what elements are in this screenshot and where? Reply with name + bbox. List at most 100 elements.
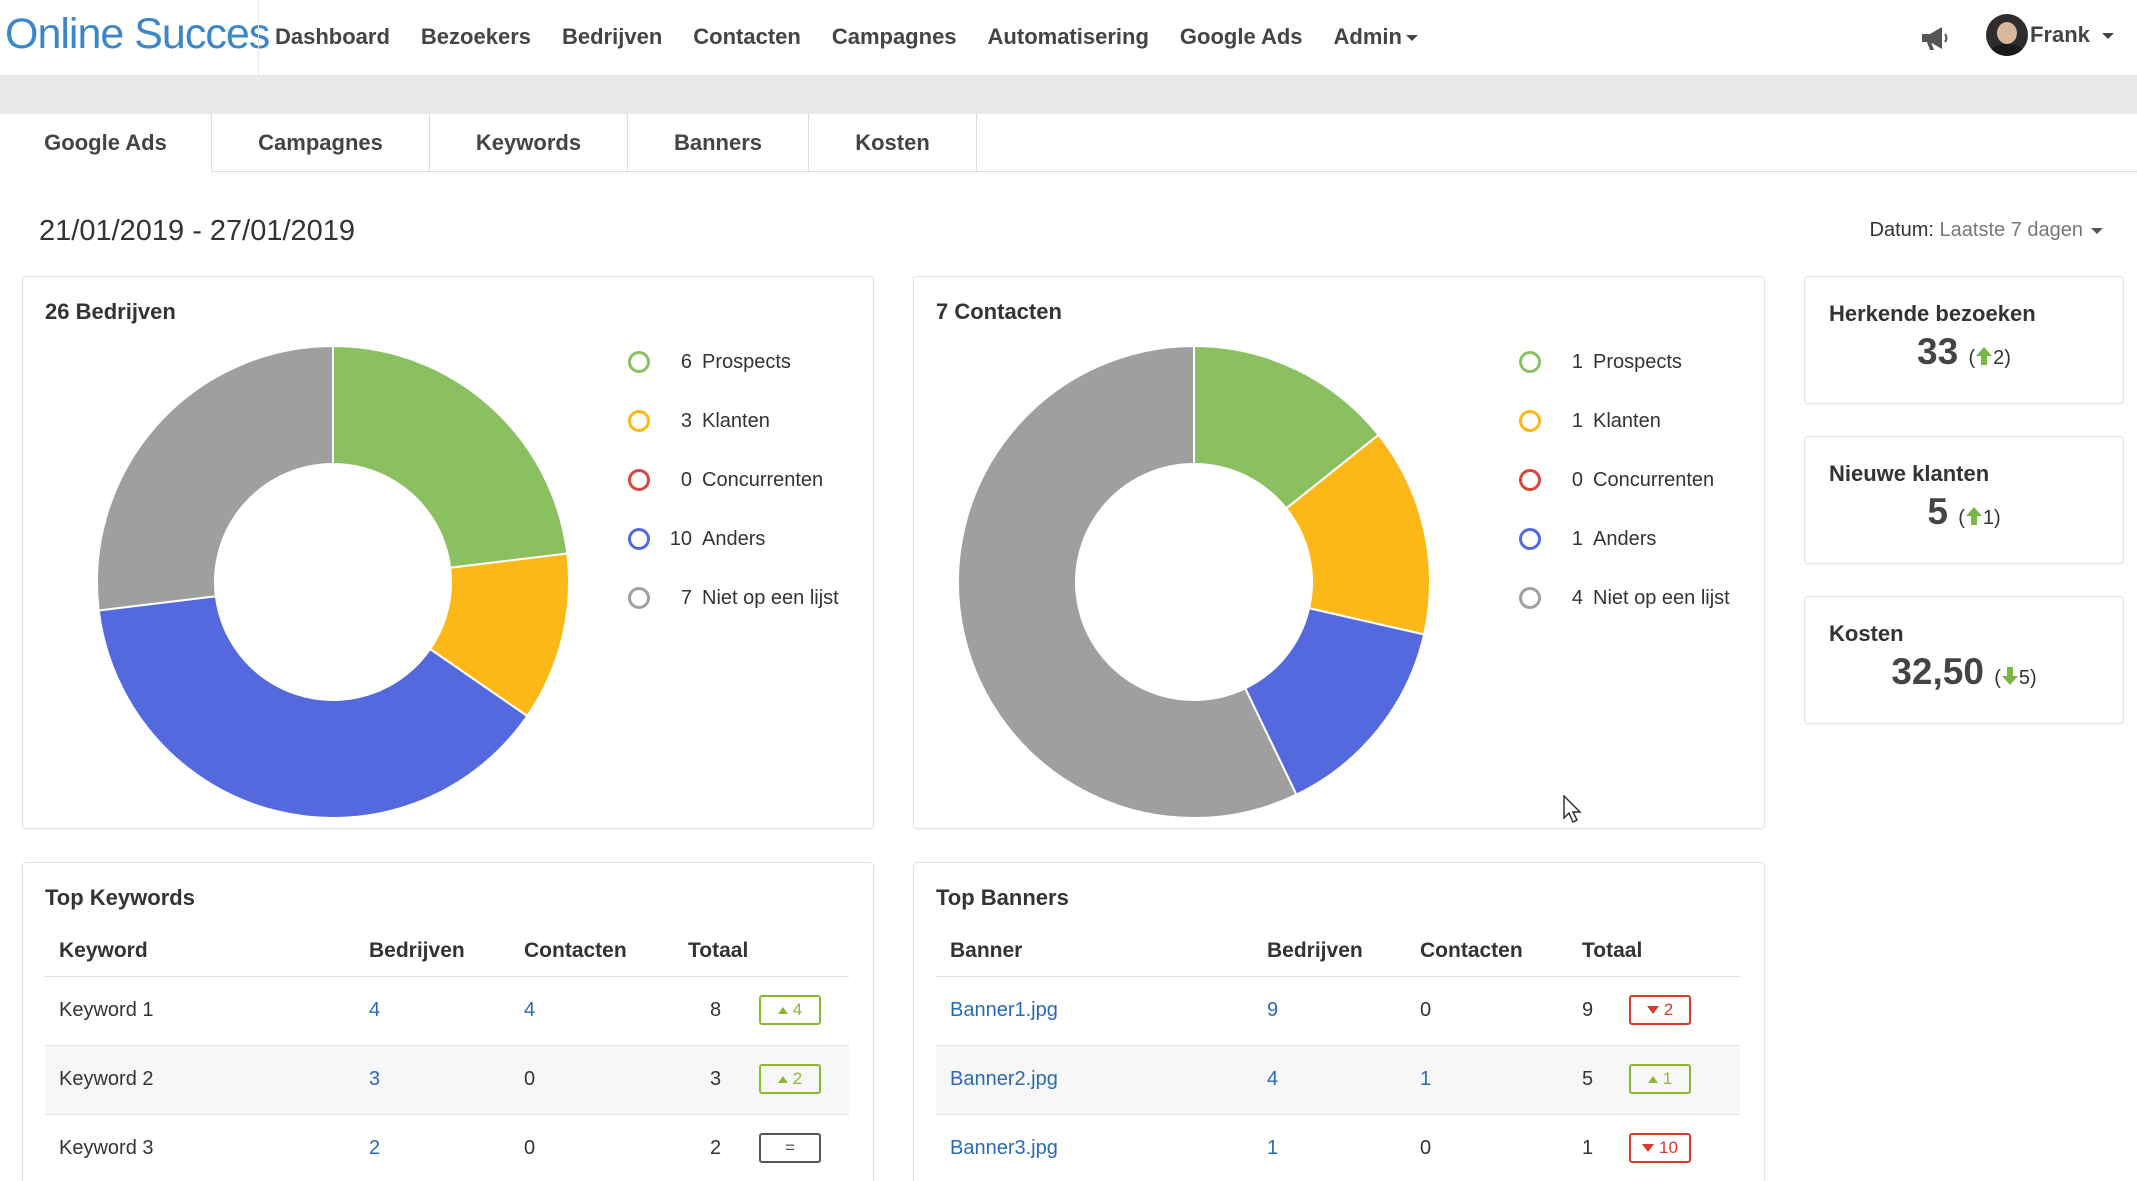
legend-item-niet-op-een-lijst[interactable]: 4 Niet op een lijst bbox=[1519, 583, 1730, 613]
stat-value: 32,50 bbox=[1891, 651, 1984, 692]
banner-link[interactable]: Banner2.jpg bbox=[950, 1068, 1058, 1090]
arrow-up-icon bbox=[1976, 347, 1993, 365]
nav-automatisering[interactable]: Automatisering bbox=[987, 24, 1149, 49]
contacten-value: 0 bbox=[1420, 1137, 1432, 1159]
nav-bedrijven[interactable]: Bedrijven bbox=[562, 24, 663, 49]
legend-item-anders[interactable]: 10 Anders bbox=[628, 524, 765, 554]
contacten-link[interactable]: 1 bbox=[1420, 1068, 1432, 1090]
legend-ring-icon bbox=[1519, 410, 1541, 432]
stat-delta-value: 2 bbox=[1993, 347, 2005, 369]
nav-admin-dropdown[interactable]: Admin bbox=[1334, 24, 1418, 50]
table-row: Keyword 2 3 0 3 2 bbox=[45, 1046, 849, 1115]
brand-logo[interactable]: Online Succes bbox=[5, 10, 270, 58]
keyword-name: Keyword 3 bbox=[59, 1137, 154, 1159]
legend-item-klanten[interactable]: 3 Klanten bbox=[628, 406, 770, 436]
trend-value: 1 bbox=[1662, 1069, 1673, 1088]
legend-item-klanten[interactable]: 1 Klanten bbox=[1519, 406, 1661, 436]
contacten-chart-title: 7 Contacten bbox=[936, 299, 1062, 324]
banner-link[interactable]: Banner1.jpg bbox=[950, 999, 1058, 1021]
stat-delta: (5) bbox=[1994, 667, 2037, 689]
tab-campagnes[interactable]: Campagnes bbox=[212, 114, 430, 172]
main-nav: Dashboard Bezoekers Bedrijven Contacten … bbox=[275, 24, 1449, 50]
top-banners-panel: Top Banners Banner Bedrijven Contacten T… bbox=[913, 862, 1765, 1181]
chevron-down-icon bbox=[2091, 227, 2103, 234]
legend-ring-icon bbox=[628, 587, 650, 609]
user-menu-name[interactable]: Frank bbox=[2030, 22, 2090, 47]
date-range: 21/01/2019 - 27/01/2019 bbox=[39, 215, 356, 247]
banner-link[interactable]: Banner3.jpg bbox=[950, 1137, 1058, 1159]
donut-slice-niet-op-een-lijst[interactable] bbox=[96, 344, 334, 612]
stat-value-row: 5 (1) bbox=[1805, 491, 2123, 533]
col-bedrijven: Bedrijven bbox=[369, 939, 465, 962]
trend-badge-up: 1 bbox=[1629, 1064, 1691, 1094]
tab-kosten[interactable]: Kosten bbox=[809, 114, 977, 172]
top-navbar: Online Succes Dashboard Bezoekers Bedrij… bbox=[0, 0, 2137, 76]
megaphone-icon[interactable] bbox=[1918, 24, 1950, 52]
triangle-up-icon bbox=[777, 1006, 788, 1014]
contacten-link[interactable]: 4 bbox=[524, 999, 536, 1021]
triangle-down-icon bbox=[1646, 1006, 1659, 1014]
donut-slice-anders[interactable] bbox=[97, 595, 529, 819]
stat-value-row: 33 (2) bbox=[1805, 331, 2123, 373]
donut-slice-prospects[interactable] bbox=[1193, 344, 1380, 510]
nav-contacten[interactable]: Contacten bbox=[693, 24, 801, 49]
legend-item-prospects[interactable]: 1 Prospects bbox=[1519, 347, 1682, 377]
donut-slice-prospects[interactable] bbox=[332, 344, 569, 569]
trend-badge-down: 2 bbox=[1629, 995, 1691, 1025]
donut-slice-klanten[interactable] bbox=[1284, 433, 1431, 636]
totaal-value: 2 bbox=[710, 1137, 722, 1159]
sub-tabs: Google Ads Campagnes Keywords Banners Ko… bbox=[0, 114, 2137, 173]
legend-item-concurrenten[interactable]: 0 Concurrenten bbox=[628, 465, 823, 495]
avatar-shirt bbox=[1990, 44, 2024, 56]
tab-google-ads[interactable]: Google Ads bbox=[0, 114, 212, 173]
nav-google-ads[interactable]: Google Ads bbox=[1179, 24, 1303, 49]
nav-dashboard[interactable]: Dashboard bbox=[275, 24, 390, 49]
legend-ring-icon bbox=[628, 351, 650, 373]
legend-item-anders[interactable]: 1 Anders bbox=[1519, 524, 1656, 554]
legend-item-concurrenten[interactable]: 0 Concurrenten bbox=[1519, 465, 1714, 495]
contacten-value: 0 bbox=[524, 1137, 536, 1159]
legend-label: Niet op een lijst bbox=[1593, 586, 1730, 609]
tab-banners[interactable]: Banners bbox=[628, 114, 809, 172]
col-totaal: Totaal bbox=[688, 939, 749, 962]
legend-ring-icon bbox=[1519, 587, 1541, 609]
stat-title: Herkende bezoeken bbox=[1829, 301, 2036, 326]
stat-value: 33 bbox=[1917, 331, 1959, 372]
nav-bezoekers[interactable]: Bezoekers bbox=[420, 24, 531, 49]
trend-badge-up: 4 bbox=[759, 995, 821, 1025]
bedrijven-link[interactable]: 4 bbox=[369, 999, 381, 1021]
trend-badge-up: 2 bbox=[759, 1064, 821, 1094]
legend-count: 7 bbox=[680, 586, 692, 609]
bedrijven-link[interactable]: 9 bbox=[1267, 999, 1279, 1021]
triangle-up-icon bbox=[1647, 1075, 1658, 1083]
bedrijven-link[interactable]: 4 bbox=[1267, 1068, 1279, 1090]
donut-slice-niet-op-een-lijst[interactable] bbox=[957, 344, 1298, 819]
legend-label: Prospects bbox=[702, 350, 791, 373]
mouse-cursor-icon bbox=[1563, 795, 1582, 824]
legend-item-prospects[interactable]: 6 Prospects bbox=[628, 347, 791, 377]
legend-label: Klanten bbox=[702, 409, 770, 432]
table-header: Banner Bedrijven Contacten Totaal bbox=[936, 927, 1740, 977]
stat-title: Nieuwe klanten bbox=[1829, 461, 1990, 486]
bedrijven-link[interactable]: 3 bbox=[369, 1068, 381, 1090]
donut-slice-anders[interactable] bbox=[1243, 607, 1426, 796]
trend-value: 2 bbox=[792, 1069, 803, 1088]
legend-count: 1 bbox=[1571, 527, 1583, 550]
nav-campagnes[interactable]: Campagnes bbox=[831, 24, 957, 49]
avatar[interactable] bbox=[1986, 14, 2028, 56]
table-row: Banner1.jpg 9 0 9 2 bbox=[936, 977, 1740, 1046]
contacten-donut-chart bbox=[957, 344, 1431, 819]
stat-card-kosten: Kosten 32,50 (5) bbox=[1804, 596, 2124, 724]
chevron-down-icon[interactable] bbox=[2102, 33, 2114, 39]
bedrijven-link[interactable]: 2 bbox=[369, 1137, 381, 1159]
bedrijven-link[interactable]: 1 bbox=[1267, 1137, 1279, 1159]
chevron-down-icon bbox=[1406, 35, 1418, 42]
legend-item-niet-op-een-lijst[interactable]: 7 Niet op een lijst bbox=[628, 583, 839, 613]
contacten-value: 0 bbox=[524, 1068, 536, 1090]
table-row: Keyword 1 4 4 8 4 bbox=[45, 977, 849, 1046]
legend-ring-icon bbox=[628, 469, 650, 491]
tab-keywords[interactable]: Keywords bbox=[430, 114, 628, 172]
date-filter[interactable]: Datum: Laatste 7 dagen bbox=[1870, 219, 2103, 242]
trend-badge-equal: = bbox=[759, 1133, 821, 1163]
stat-delta-value: 1 bbox=[1982, 507, 1994, 529]
